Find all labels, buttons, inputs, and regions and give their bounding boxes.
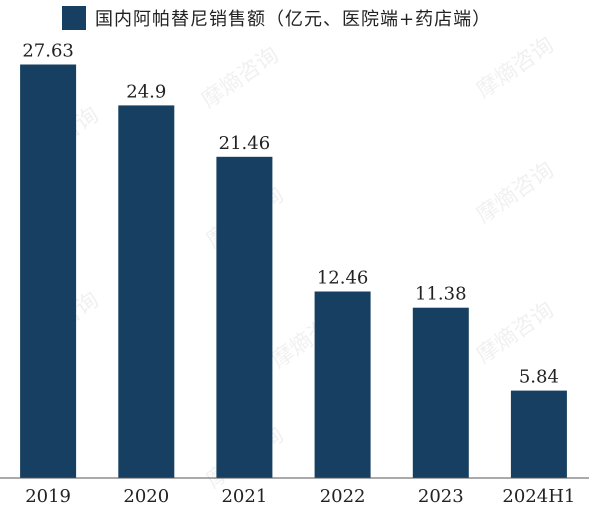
bar-2023 [412,307,469,478]
data-label-2023: 11.38 [415,284,467,305]
x-tick-label-2022: 2022 [320,486,366,507]
bar-2021 [216,156,273,479]
data-label-2021: 21.46 [219,133,271,154]
x-tick-label-2023: 2023 [418,486,464,507]
bar-2022 [314,291,371,478]
x-tick-label-2024H1: 2024H1 [502,486,575,507]
bar-2024H1 [510,390,567,478]
x-tick-label-2020: 2020 [123,486,169,507]
bar-2019 [20,64,77,478]
legend-label: 国内阿帕替尼销售额（亿元、医院端+药店端） [95,9,492,30]
data-label-2019: 27.63 [22,41,74,62]
x-tick-label-2019: 2019 [25,486,71,507]
x-tick-label-2021: 2021 [221,486,267,507]
data-label-2020: 24.9 [126,81,166,102]
data-label-2024H1: 5.84 [519,367,559,388]
bar-2020 [118,105,175,479]
legend: 国内阿帕替尼销售额（亿元、医院端+药店端） [62,6,491,30]
legend-swatch [62,6,86,30]
data-label-2022: 12.46 [317,268,369,289]
